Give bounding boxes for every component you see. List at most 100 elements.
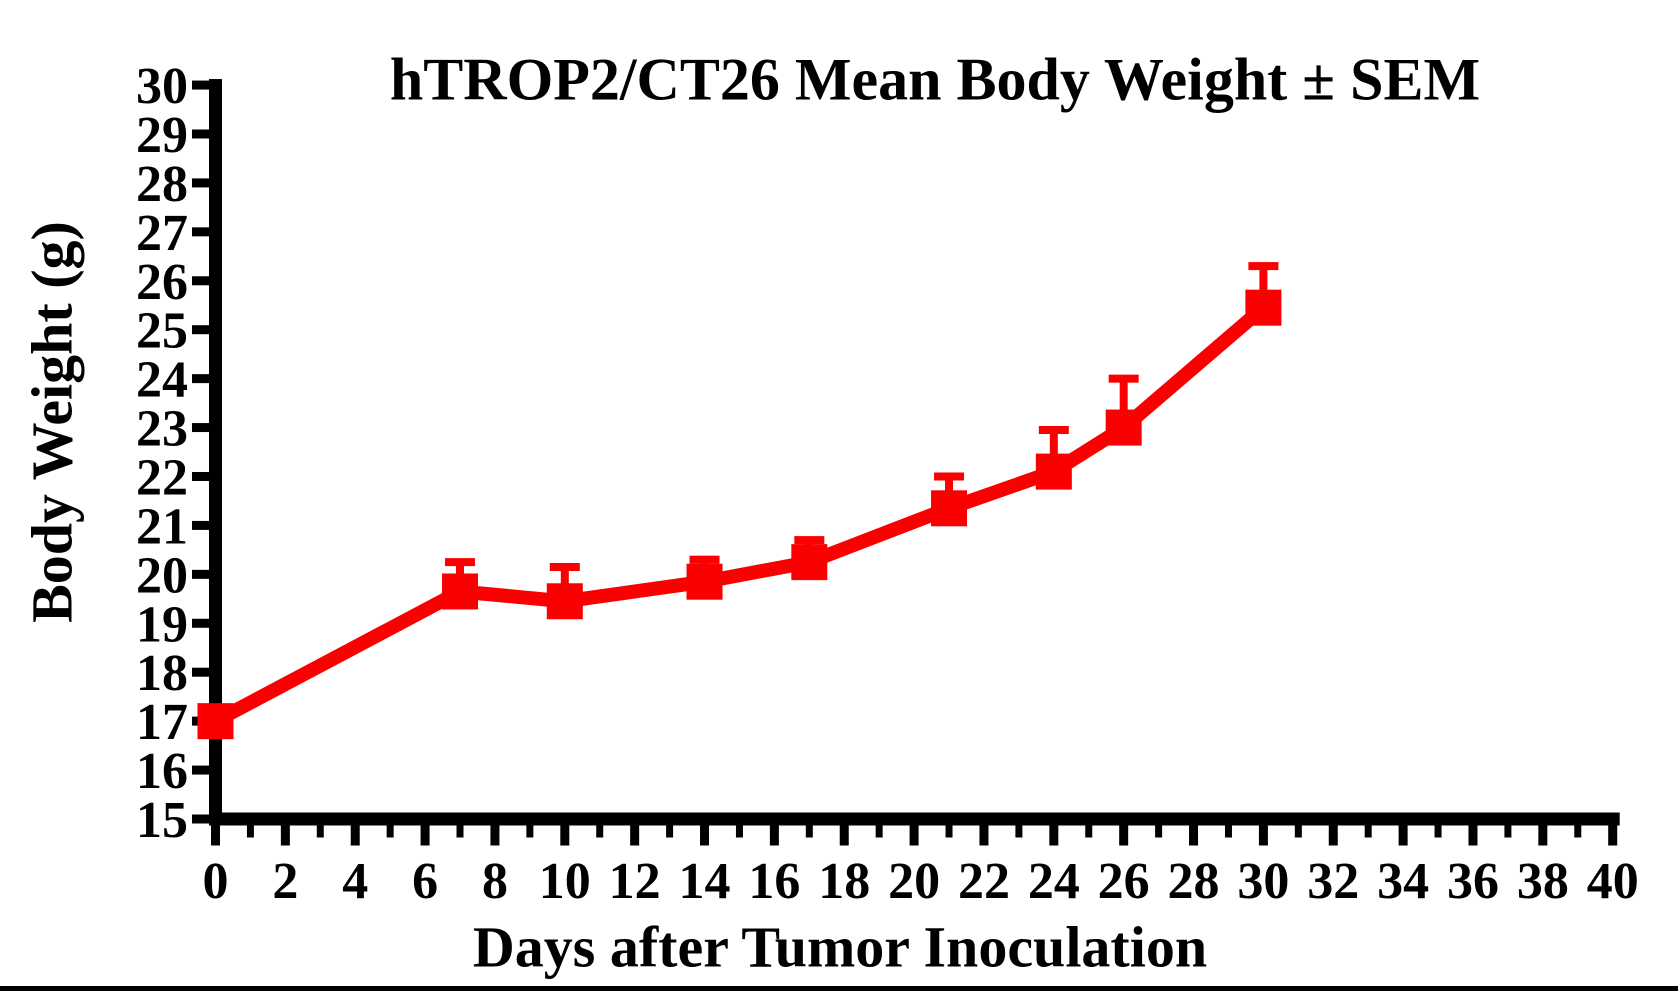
- x-minor-tick: [526, 825, 534, 838]
- x-major-tick: [1468, 825, 1478, 846]
- y-tick-label: 29: [136, 107, 188, 164]
- x-tick-label: 36: [1447, 853, 1499, 910]
- y-tick: [192, 374, 209, 384]
- x-tick-label: 28: [1168, 853, 1220, 910]
- x-minor-tick: [1574, 825, 1582, 838]
- x-major-tick: [490, 825, 500, 846]
- y-tick: [192, 227, 209, 237]
- x-tick-label: 4: [342, 853, 368, 910]
- error-bar-cap: [794, 536, 825, 545]
- data-point-marker: [791, 544, 828, 581]
- x-tick-label: 14: [679, 853, 731, 910]
- x-major-tick: [1258, 825, 1268, 846]
- y-tick: [192, 618, 209, 628]
- bottom-border-line: [0, 986, 1678, 991]
- y-tick: [192, 178, 209, 188]
- error-bar-stem: [1049, 430, 1058, 472]
- y-tick-label: 21: [136, 498, 188, 555]
- y-tick: [192, 814, 209, 824]
- y-tick: [192, 276, 209, 286]
- x-major-tick: [350, 825, 360, 846]
- x-tick-label: 38: [1517, 853, 1569, 910]
- x-major-tick: [909, 825, 919, 846]
- x-minor-tick: [945, 825, 953, 838]
- x-minor-tick: [1155, 825, 1163, 838]
- error-bar-cap: [1108, 374, 1139, 383]
- y-tick-label: 26: [136, 254, 188, 311]
- x-tick-label: 16: [748, 853, 800, 910]
- error-bar-cap: [1038, 426, 1069, 435]
- x-minor-tick: [596, 825, 604, 838]
- x-major-tick: [211, 825, 220, 846]
- error-bar-cap: [1248, 262, 1279, 271]
- data-point-marker: [197, 703, 234, 740]
- y-tick: [192, 129, 209, 139]
- data-point-marker: [546, 583, 583, 620]
- x-major-tick: [1189, 825, 1199, 846]
- x-major-tick: [839, 825, 849, 846]
- y-tick-label: 23: [136, 401, 188, 458]
- x-tick-label: 32: [1307, 853, 1359, 910]
- y-tick-label: 22: [136, 449, 188, 506]
- y-tick-label: 18: [136, 645, 188, 702]
- x-minor-tick: [1504, 825, 1512, 838]
- y-tick-label: 27: [136, 205, 188, 262]
- data-point-marker: [442, 573, 479, 610]
- error-bar-cap: [934, 472, 965, 481]
- x-minor-tick: [875, 825, 883, 838]
- y-tick: [192, 471, 209, 481]
- y-tick-label: 24: [136, 352, 188, 409]
- x-tick-label: 24: [1028, 853, 1080, 910]
- x-tick-label: 2: [272, 853, 298, 910]
- y-tick-label: 30: [136, 58, 188, 115]
- x-minor-tick: [666, 825, 674, 838]
- x-minor-tick: [1434, 825, 1442, 838]
- y-tick-label: 16: [136, 743, 188, 800]
- y-tick: [192, 765, 209, 775]
- x-minor-tick: [1085, 825, 1093, 838]
- y-tick-label: 19: [136, 596, 188, 653]
- x-major-tick: [280, 825, 290, 846]
- y-tick-label: 15: [136, 792, 188, 849]
- data-point-marker: [1035, 453, 1072, 490]
- x-major-tick: [1608, 825, 1618, 846]
- x-major-tick: [979, 825, 989, 846]
- x-minor-tick: [805, 825, 813, 838]
- x-tick-label: 12: [609, 853, 661, 910]
- x-major-tick: [1328, 825, 1338, 846]
- x-major-tick: [1049, 825, 1059, 846]
- x-minor-tick: [1224, 825, 1232, 838]
- error-bar-stem: [1119, 378, 1128, 428]
- data-point-marker: [1105, 409, 1142, 446]
- data-point-marker: [1245, 289, 1282, 326]
- x-tick-label: 30: [1237, 853, 1289, 910]
- y-tick: [192, 423, 209, 433]
- data-point-marker: [931, 490, 968, 527]
- y-axis-line: [209, 79, 222, 826]
- y-tick-label: 25: [136, 303, 188, 360]
- x-tick-label: 18: [818, 853, 870, 910]
- x-minor-tick: [1364, 825, 1372, 838]
- x-major-tick: [700, 825, 710, 846]
- y-axis-label: Body Weight (g): [19, 221, 85, 623]
- y-tick: [192, 80, 209, 90]
- data-point-marker: [686, 563, 723, 600]
- x-major-tick: [420, 825, 430, 846]
- x-major-tick: [1398, 825, 1408, 846]
- x-tick-label: 8: [482, 853, 508, 910]
- x-tick-label: 0: [203, 853, 229, 910]
- x-tick-label: 20: [888, 853, 940, 910]
- y-tick-label: 28: [136, 156, 188, 213]
- y-tick-label: 20: [136, 547, 188, 604]
- error-bar-cap: [689, 555, 720, 564]
- x-major-tick: [1538, 825, 1548, 846]
- x-tick-label: 40: [1587, 853, 1639, 910]
- x-major-tick: [769, 825, 779, 846]
- x-tick-label: 26: [1098, 853, 1150, 910]
- x-axis-line: [209, 812, 1620, 826]
- y-tick-label: 17: [136, 694, 188, 751]
- x-tick-label: 34: [1377, 853, 1429, 910]
- x-minor-tick: [735, 825, 743, 838]
